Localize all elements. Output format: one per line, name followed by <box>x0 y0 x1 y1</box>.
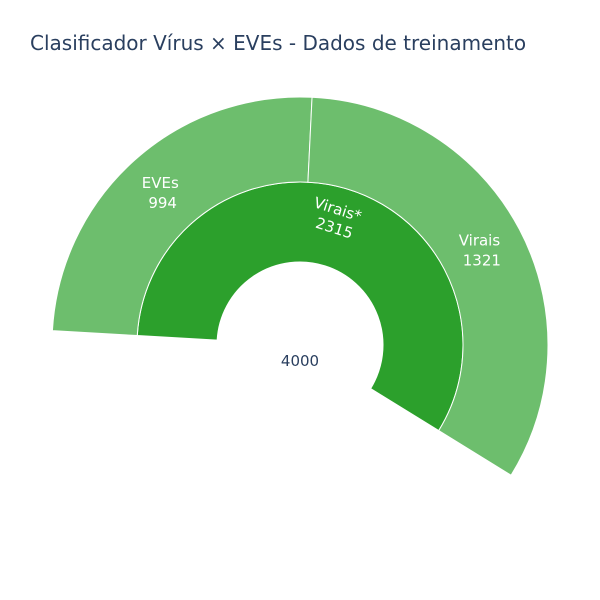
label-eves-name: EVEs <box>142 174 179 192</box>
center-total-label: 4000 <box>281 352 319 370</box>
label-eves-value: 994 <box>148 194 177 212</box>
label-virais-name: Virais <box>459 231 501 249</box>
chart-title: Clasificador Vírus × EVEs - Dados de tre… <box>30 31 526 55</box>
label-virais-value: 1321 <box>463 251 501 269</box>
